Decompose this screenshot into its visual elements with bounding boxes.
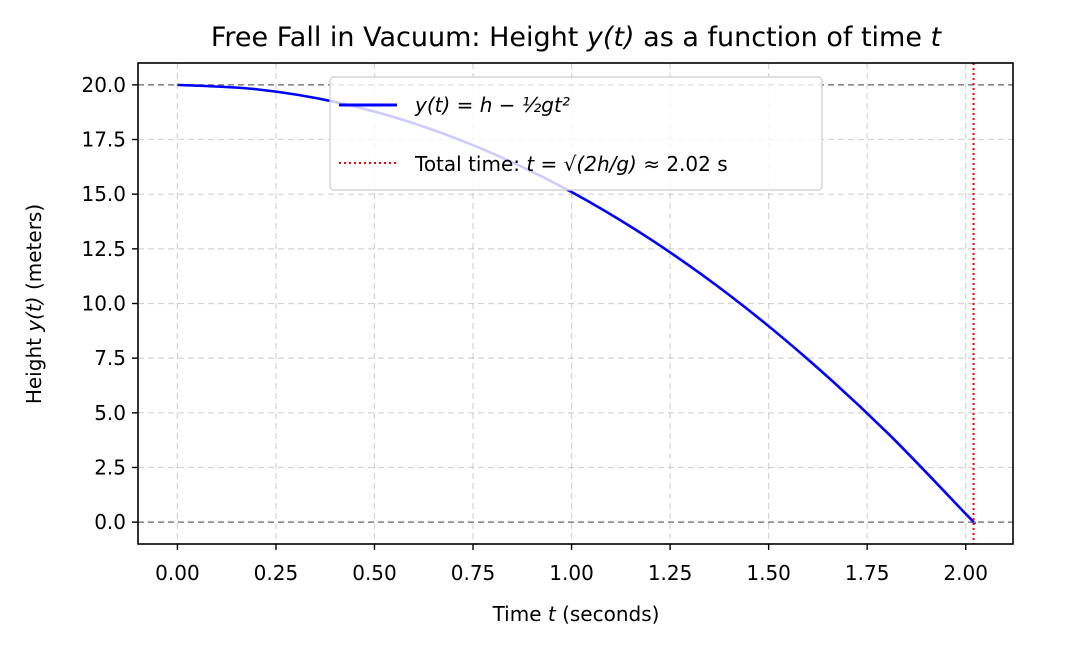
ylabel-var: y(t) <box>22 296 46 332</box>
legend-vline-suffix: ≈ 2.02 s <box>637 152 728 176</box>
title-var: y(t) <box>586 22 635 53</box>
legend-vline-formula: t = √(2h/g) <box>526 152 637 176</box>
chart-title: Free Fall in Vacuum: Height y(t) as a fu… <box>211 22 943 53</box>
y-tick-label: 7.5 <box>94 346 126 370</box>
legend-vline-label: Total time: t = √(2h/g) ≈ 2.02 s <box>414 152 728 176</box>
x-tick-label: 1.50 <box>746 561 791 585</box>
x-axis-label: Time t (seconds) <box>492 602 660 626</box>
x-tick-label: 0.75 <box>451 561 496 585</box>
y-axis-ticks: 0.0 2.5 5.0 7.5 10.0 12.5 15.0 17.5 20.0 <box>81 73 138 534</box>
reference-lines <box>138 84 1013 523</box>
ylabel-suffix: (meters) <box>22 204 46 297</box>
legend-box <box>329 76 823 191</box>
y-tick-label: 17.5 <box>81 128 126 152</box>
x-tick-label: 0.25 <box>254 561 299 585</box>
legend: y(t) = h − ½gt² Total time: t = √(2h/g) … <box>329 76 823 191</box>
legend-vline-prefix: Total time: <box>414 152 526 176</box>
y-tick-label: 20.0 <box>81 73 126 97</box>
title-mid: as a function of time <box>635 22 931 53</box>
title-var2: t <box>931 22 943 53</box>
xlabel-suffix: (seconds) <box>556 602 660 626</box>
x-tick-label: 1.75 <box>845 561 890 585</box>
y-axis-label: Height y(t) (meters) <box>22 204 46 404</box>
xlabel-prefix: Time <box>492 602 548 626</box>
y-tick-label: 2.5 <box>94 455 126 479</box>
x-tick-label: 0.50 <box>352 561 397 585</box>
y-tick-label: 5.0 <box>94 401 126 425</box>
title-text: Free Fall in Vacuum: Height <box>211 22 587 53</box>
y-tick-label: 0.0 <box>94 510 126 534</box>
x-tick-label: 0.00 <box>155 561 200 585</box>
legend-curve-label: y(t) = h − ½gt² <box>414 93 570 117</box>
xlabel-var: t <box>548 602 557 626</box>
y-tick-label: 10.0 <box>81 292 126 316</box>
y-tick-label: 15.0 <box>81 182 126 206</box>
ylabel-prefix: Height <box>22 332 46 404</box>
x-axis-ticks: 0.00 0.25 0.50 0.75 1.00 1.25 1.50 1.75 2.00 <box>155 544 988 585</box>
y-tick-label: 12.5 <box>81 237 126 261</box>
x-tick-label: 1.25 <box>648 561 693 585</box>
x-tick-label: 1.00 <box>549 561 594 585</box>
x-tick-label: 2.00 <box>943 561 988 585</box>
